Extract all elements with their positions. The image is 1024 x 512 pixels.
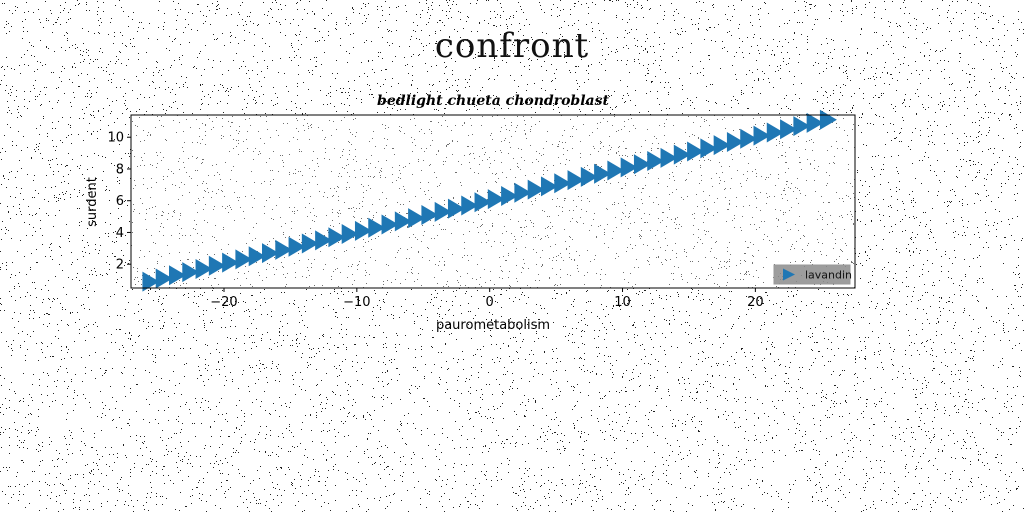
- data-point: [766, 122, 784, 143]
- data-point: [235, 249, 253, 270]
- series-lavandin: [142, 109, 837, 292]
- data-point: [168, 265, 186, 286]
- x-tick-label: −20: [210, 295, 237, 310]
- data-point: [726, 131, 744, 152]
- data-point: [461, 195, 479, 216]
- data-point: [806, 112, 824, 133]
- data-point: [408, 208, 426, 229]
- data-point: [753, 125, 771, 146]
- data-point: [195, 258, 213, 279]
- data-point: [607, 160, 625, 181]
- data-point: [155, 268, 173, 289]
- y-tick-label: 2: [116, 258, 124, 273]
- chart-title: bedlight chueta chondroblast: [377, 93, 609, 109]
- data-point: [301, 233, 319, 254]
- x-tick-label: 0: [486, 295, 494, 310]
- data-point: [647, 151, 665, 172]
- data-point: [394, 211, 412, 232]
- data-point: [368, 217, 386, 238]
- data-point: [580, 166, 598, 187]
- legend-label: lavandin: [805, 269, 852, 282]
- data-point: [474, 192, 492, 213]
- x-tick-label: 10: [614, 295, 631, 310]
- data-point: [341, 224, 359, 245]
- data-point: [142, 271, 160, 292]
- data-point: [527, 179, 545, 200]
- data-point: [620, 157, 638, 178]
- data-point: [487, 189, 505, 210]
- data-point: [275, 239, 293, 260]
- data-point: [421, 204, 439, 225]
- figure-suptitle: confront: [434, 26, 590, 66]
- data-point: [633, 154, 651, 175]
- data-point: [540, 176, 558, 197]
- data-point: [567, 170, 585, 191]
- x-axis-label: paurometabolism: [436, 318, 550, 333]
- data-point: [261, 243, 279, 264]
- data-point: [248, 246, 266, 267]
- y-axis-label: surdent: [85, 177, 100, 227]
- data-point: [288, 236, 306, 257]
- data-point: [793, 116, 811, 137]
- plot-area: [130, 109, 856, 292]
- legend-marker: [783, 268, 795, 281]
- x-tick-label: −10: [343, 295, 370, 310]
- y-axis: 2 4 6 8 10: [107, 131, 131, 273]
- data-point: [501, 185, 519, 206]
- plot-frame: [130, 114, 856, 289]
- data-point: [514, 182, 532, 203]
- data-point: [740, 128, 758, 149]
- legend[interactable]: lavandin: [773, 264, 852, 285]
- data-point: [687, 141, 705, 162]
- data-point: [780, 119, 798, 140]
- data-point: [315, 230, 333, 251]
- data-point: [328, 227, 346, 248]
- data-point: [182, 262, 200, 283]
- data-point: [222, 252, 240, 273]
- y-tick-label: 8: [116, 162, 124, 177]
- x-tick-label: 20: [747, 295, 764, 310]
- data-point: [713, 135, 731, 156]
- data-point: [381, 214, 399, 235]
- data-point: [594, 163, 612, 184]
- data-point: [434, 201, 452, 222]
- y-tick-label: 6: [116, 194, 124, 209]
- x-axis: −20 −10 0 10 20: [210, 288, 764, 310]
- data-point: [354, 220, 372, 241]
- data-point: [660, 147, 678, 168]
- data-point: [447, 198, 465, 219]
- data-point: [700, 138, 718, 159]
- y-tick-label: 10: [107, 131, 124, 146]
- data-point: [208, 255, 226, 276]
- legend-box: [773, 264, 851, 285]
- data-point: [554, 173, 572, 194]
- data-point: [673, 144, 691, 165]
- y-tick-label: 4: [116, 226, 124, 241]
